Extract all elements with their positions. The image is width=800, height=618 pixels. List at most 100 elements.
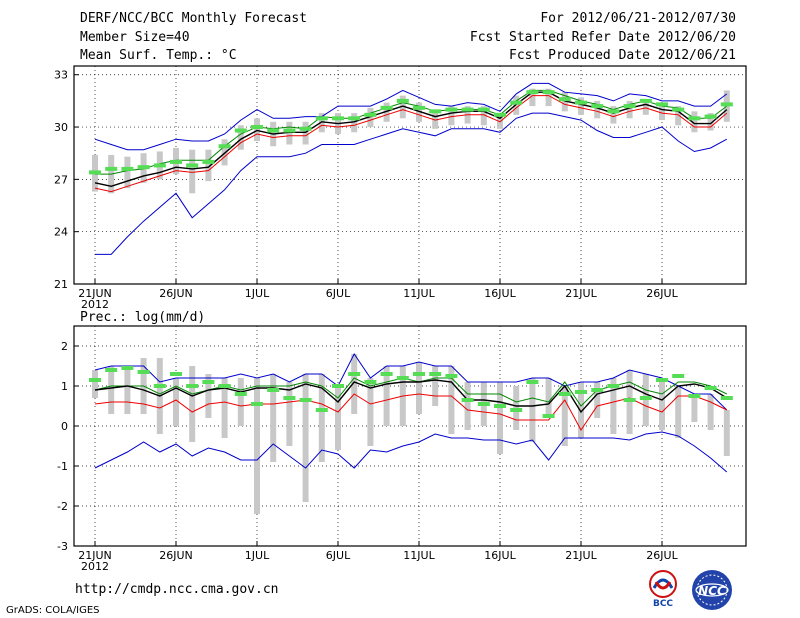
panel1-climatology-mark [299,126,312,131]
panel2-spread-box [367,378,374,446]
panel2-min-line [94,431,728,473]
panel2-climatology-mark [202,380,215,384]
panel2-climatology-mark [494,404,506,408]
panel2-climatology-mark [607,384,620,388]
panel1-spread-box [237,125,244,150]
panel1-climatology-mark [672,107,685,112]
produced-date: Fcst Produced Date 2012/06/21 [509,48,736,63]
panel1-climatology-mark [494,112,506,117]
panel1-climatology-mark [413,105,425,110]
panel1-climatology-mark [396,98,409,103]
panel2-upper-line [94,377,728,407]
panel1-climatology-mark [688,116,701,121]
panel2-climatology-mark [542,414,555,418]
panel2-spread-box [237,378,244,426]
panel1-climatology-mark [348,116,361,121]
panel2-climatology-mark [688,394,701,398]
panel2-spread-box [302,374,309,502]
panel2-climatology-mark [639,396,652,400]
panel2-spread-box [124,366,131,414]
panel1-climatology-mark [575,100,587,105]
panel2-ytick-label: 0 [61,420,68,433]
panel1-ytick-label: 30 [54,121,68,134]
panel1-climatology-mark [332,116,344,121]
ncc-logo: NCC [692,570,732,610]
website-url[interactable]: http://cmdp.ncc.cma.gov.cn [75,582,279,597]
panel1-climatology-mark [202,159,215,164]
panel1-lower-line [94,95,728,193]
panel1-climatology-mark [315,116,328,121]
panel2-ytick-label: -1 [57,460,68,473]
panel2-climatology-mark [720,396,733,400]
panel2-climatology-mark [623,398,636,402]
panel1-spread-box [529,88,536,107]
panel1-spread-box [448,106,455,126]
panel2-xtick-label: 21JUN [78,549,112,562]
panel1-spread-box [707,113,714,131]
panel2-climatology-mark [251,402,263,406]
panel1-upper-line [95,89,728,175]
panel1-climatology-mark [186,163,199,168]
panel2-climatology-mark [89,378,101,382]
panel1-climatology-mark [153,163,166,168]
panel2-spread-box [318,374,325,462]
panel2-xtick-label: 6JUL [326,549,351,562]
panel2-spread-box [335,386,341,450]
panel1-xtick-label: 26JUL [646,287,678,300]
panel1-climatology-mark [591,104,604,109]
panel2-spread-box [351,354,358,414]
panel2-spread-box [416,362,422,414]
panel2-climatology-mark [186,384,199,388]
panel1-spread-box [318,113,325,133]
panel2-spread-box [205,374,212,418]
panel2-spread-box [189,366,196,442]
panel2-ytick-label: -2 [57,500,68,513]
panel1-ytick-label: 27 [54,173,68,186]
panel1-xtick-label: 11JUL [403,287,435,300]
panel1-spread-box [626,100,633,119]
panel1-climatology-mark [137,165,150,170]
panel2-climatology-mark [558,392,571,396]
panel2-climatology-mark [121,366,134,370]
panel1-spread-box [659,102,665,121]
panel1-spread-box [594,100,601,119]
panel1-spread-box [691,111,698,133]
panel2-climatology-mark [380,372,393,376]
panel2-spread-box [659,378,665,430]
ncc-logo-text: NCC [698,584,726,598]
panel1-xtick-label: 6JUL [326,287,351,300]
panel2-xtick-label: 1JUL [245,549,270,562]
panel1-spread-box [189,149,196,194]
panel1-climatology-mark [461,107,474,112]
panel2-climatology-mark [299,398,312,402]
panel1-climatology-mark [267,128,280,133]
panel2-spread-box [383,366,390,426]
panel1-max-line [94,82,728,151]
panel1-spread-box [545,88,552,107]
panel1-spread-box [610,106,617,124]
panel1-spread-box [254,118,260,141]
panel1-xtick-label: 21JUN [78,287,112,300]
panel1-climatology-mark [542,90,555,95]
panel1-spread-box [286,121,293,145]
panel2-climatology-mark [672,374,685,378]
panel2-xtick-label: 11JUL [403,549,435,562]
panel2-spread-box [594,382,601,418]
panel2-spread-box [675,386,682,438]
panel1-climatology-mark [251,125,263,130]
panel2-climatology-mark [332,384,344,388]
panel1-climatology-mark [656,102,668,107]
panel2-spread-box [92,370,98,398]
panel2-mean-line [94,379,728,414]
panel1-ytick-label: 33 [54,69,68,82]
panel2-climatology-mark [153,384,166,388]
member-size: Member Size=40 [80,30,190,45]
panel1-spread-box [399,95,406,119]
panel2-spread-box [254,378,260,514]
panel1-climatology-mark [445,107,458,112]
panel2-spread-box [173,378,179,426]
panel2-climatology-mark [429,372,442,376]
panel2-spread-box [286,382,293,446]
panel2-spread-box [545,378,552,418]
panel1-spread-box [497,113,503,129]
